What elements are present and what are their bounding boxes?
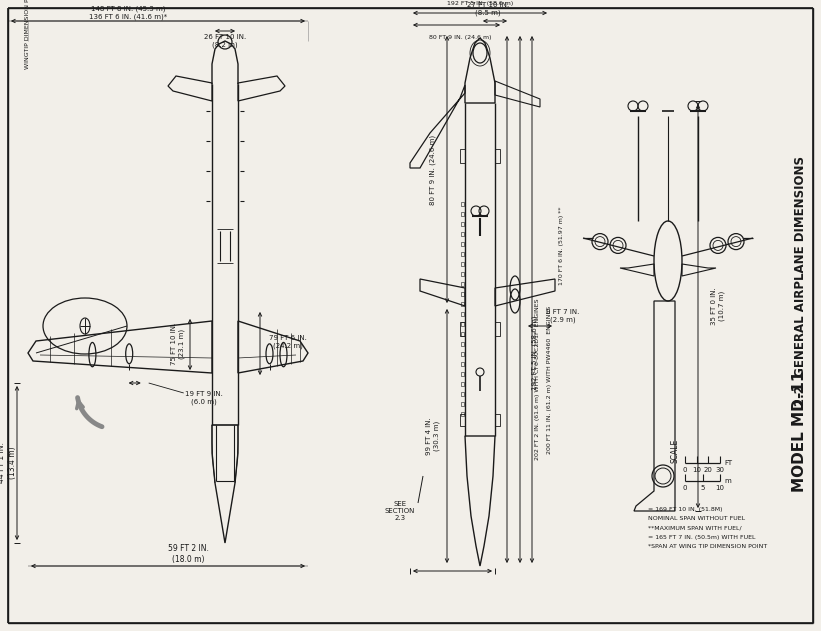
Bar [461, 222, 464, 226]
Bar [461, 412, 464, 416]
Text: 202 FT 2 IN. (61.6 m) WITH CF6-80C2D1F  ENGINES: 202 FT 2 IN. (61.6 m) WITH CF6-80C2D1F E… [535, 298, 540, 460]
Text: 9 FT 7 IN.
(2.9 m): 9 FT 7 IN. (2.9 m) [546, 309, 580, 322]
Text: 10: 10 [692, 467, 701, 473]
Bar [461, 352, 464, 356]
Bar [461, 242, 464, 246]
Bar [461, 302, 464, 306]
Bar [495, 414, 500, 426]
Text: 99 FT 4 IN.
(30.3 m): 99 FT 4 IN. (30.3 m) [426, 417, 440, 455]
Text: = 165 FT 7 IN. (50.5m) WITH FUEL: = 165 FT 7 IN. (50.5m) WITH FUEL [648, 534, 755, 540]
Text: 35 FT 0 IN.
(10.7 m): 35 FT 0 IN. (10.7 m) [711, 287, 725, 325]
Text: FT: FT [724, 460, 732, 466]
Bar [460, 322, 465, 336]
Text: = 169 FT 10 IN. (51.8M): = 169 FT 10 IN. (51.8M) [648, 507, 722, 512]
Text: 19 FT 9 IN.
(6.0 m): 19 FT 9 IN. (6.0 m) [185, 391, 222, 404]
Bar [461, 392, 464, 396]
Text: 44 FT 1 IN.
(13.4 m): 44 FT 1 IN. (13.4 m) [0, 442, 16, 483]
Bar [460, 149, 465, 163]
Text: 30: 30 [715, 467, 724, 473]
Bar [461, 382, 464, 386]
Text: 136 FT 6 IN. (41.6 m)*: 136 FT 6 IN. (41.6 m)* [89, 14, 167, 20]
Text: 170 FT 6 IN. (51.97 m) **: 170 FT 6 IN. (51.97 m) ** [559, 207, 565, 285]
Bar [461, 252, 464, 256]
Text: m: m [725, 478, 732, 484]
Text: 0: 0 [683, 485, 687, 491]
Bar [461, 402, 464, 406]
Bar [461, 282, 464, 286]
Text: **MAXIMUM SPAN WITH FUEL/: **MAXIMUM SPAN WITH FUEL/ [648, 526, 741, 531]
Text: 2.2  GENERAL AIRPLANE DIMENSIONS: 2.2 GENERAL AIRPLANE DIMENSIONS [794, 156, 806, 406]
Text: WINGTIP DIMENSION POINT: WINGTIP DIMENSION POINT [25, 0, 30, 69]
Text: *SPAN AT WING TIP DIMENSION POINT: *SPAN AT WING TIP DIMENSION POINT [648, 543, 768, 548]
Bar [495, 149, 500, 163]
Text: 20: 20 [704, 467, 713, 473]
Bar [461, 202, 464, 206]
Text: 26 FT 10 IN.
(8.2 m): 26 FT 10 IN. (8.2 m) [204, 34, 246, 48]
Text: 75 FT 10 IN.
(23.1 m): 75 FT 10 IN. (23.1 m) [172, 323, 185, 365]
Bar [461, 332, 464, 336]
Text: SCALE: SCALE [671, 439, 680, 463]
Bar [461, 342, 464, 346]
Text: 59 FT 2 IN.
(18.0 m): 59 FT 2 IN. (18.0 m) [167, 545, 209, 563]
Bar [461, 272, 464, 276]
Bar [461, 312, 464, 316]
Text: 10: 10 [715, 485, 724, 491]
Text: 80 FT 9 IN. (24.6 m): 80 FT 9 IN. (24.6 m) [429, 134, 436, 204]
Bar [461, 292, 464, 296]
Text: 148 FT 8 IN. (45.3 m): 148 FT 8 IN. (45.3 m) [91, 6, 165, 12]
Text: 192 FT 5 IN. (58.6 m): 192 FT 5 IN. (58.6 m) [532, 316, 539, 390]
Bar [461, 212, 464, 216]
Text: 200 FT 11 IN. (61.2 m) WITH PW4460  ENGINES: 200 FT 11 IN. (61.2 m) WITH PW4460 ENGIN… [548, 305, 553, 454]
Text: 5: 5 [700, 485, 704, 491]
Bar [460, 414, 465, 426]
Text: 0: 0 [683, 467, 687, 473]
Text: 192 FT 5 IN. (58.6 m): 192 FT 5 IN. (58.6 m) [447, 1, 513, 6]
Text: 27 FT 10 IN.
(8.5 m): 27 FT 10 IN. (8.5 m) [467, 3, 509, 16]
Text: NOMINAL SPAN WITHOUT FUEL: NOMINAL SPAN WITHOUT FUEL [648, 517, 745, 521]
Bar [461, 262, 464, 266]
Text: 80 FT 9 IN. (24.6 m): 80 FT 9 IN. (24.6 m) [429, 35, 491, 40]
Bar [495, 322, 500, 336]
Bar [461, 232, 464, 236]
Text: 79 FT 6 IN.
(24.2 m): 79 FT 6 IN. (24.2 m) [269, 335, 307, 349]
Text: MODEL MD-11: MODEL MD-11 [792, 370, 808, 492]
Text: SEE
SECTION
2.3: SEE SECTION 2.3 [385, 501, 415, 521]
Bar [461, 362, 464, 366]
Bar [461, 372, 464, 376]
Bar [461, 322, 464, 326]
